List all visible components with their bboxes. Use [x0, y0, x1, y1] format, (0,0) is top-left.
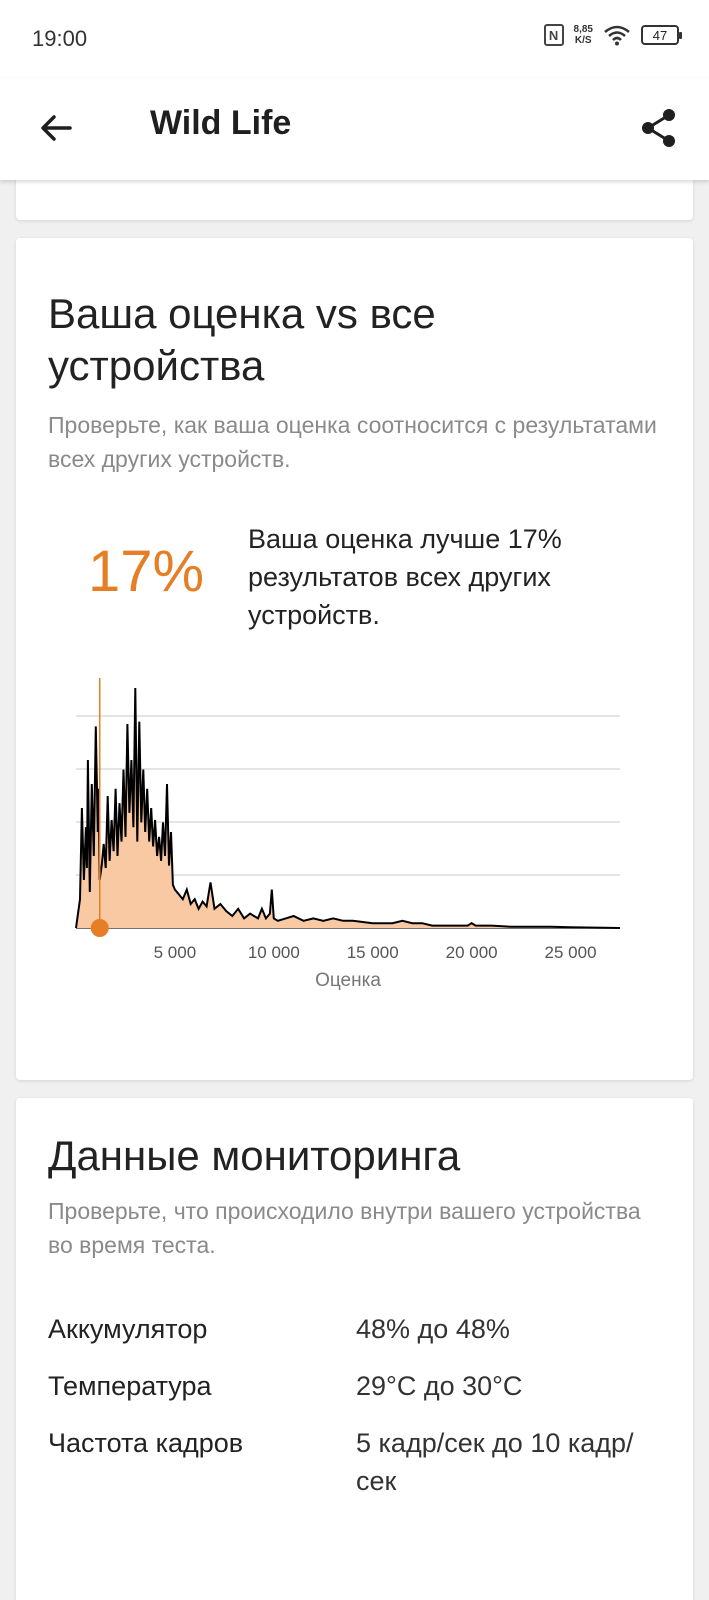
monitor-label: Температура: [48, 1371, 212, 1401]
battery-icon: 47: [641, 25, 682, 45]
network-speed-value: 8,85: [573, 24, 593, 35]
score-card-title: Ваша оценка vs все устройства: [48, 290, 436, 389]
status-icons: N 8,85 K/S 47: [543, 24, 682, 46]
x-axis-label: Оценка: [315, 970, 381, 991]
score-percentile: 17%: [88, 539, 205, 604]
network-speed: 8,85 K/S: [574, 24, 593, 46]
score-distribution-chart: 5 000 10 000 15 000 20 000 25 000 Оценка: [75, 678, 621, 991]
monitoring-card-subtitle: Проверьте, что происходило внутри вашего…: [48, 1198, 641, 1258]
x-tick-label: 5 000: [154, 943, 197, 962]
score-percentile-description: Ваша оценка лучше 17% результатов всех д…: [248, 524, 562, 630]
x-tick-label: 15 000: [347, 943, 399, 962]
x-tick-label: 20 000: [446, 943, 498, 962]
x-tick-label: 10 000: [248, 943, 300, 962]
monitor-value: 48% до 48%: [356, 1314, 510, 1344]
network-speed-unit: K/S: [574, 35, 592, 46]
wifi-icon: [604, 25, 630, 46]
page-title: Wild Life: [150, 104, 292, 142]
distribution-area: [76, 688, 620, 928]
share-icon[interactable]: [637, 106, 681, 150]
distribution-line: [75, 687, 621, 929]
score-comparison-card: Ваша оценка vs все устройства Проверьте,…: [16, 238, 693, 1080]
status-time: 19:00: [32, 26, 88, 51]
arrow-left-icon[interactable]: [36, 108, 76, 148]
monitoring-card-title: Данные мониторинга: [48, 1132, 461, 1179]
monitor-value: 29°C до 30°C: [356, 1371, 523, 1401]
monitoring-card: Данные мониторинга Проверьте, что происх…: [16, 1098, 693, 1600]
x-tick-label: 25 000: [545, 943, 597, 962]
app-bar: Wild Life: [0, 78, 709, 180]
monitor-label: Частота кадров: [48, 1428, 244, 1458]
user-score-marker: [90, 919, 109, 937]
status-bar: 19:00 N 8,85 K/S 47: [0, 0, 709, 78]
monitor-value: 5 кадр/сек до 10 кадр/сек: [356, 1428, 634, 1496]
nfc-icon: N: [543, 24, 564, 46]
score-card-subtitle: Проверьте, как ваша оценка соотносится с…: [48, 412, 657, 472]
monitor-label: Аккумулятор: [48, 1314, 208, 1344]
